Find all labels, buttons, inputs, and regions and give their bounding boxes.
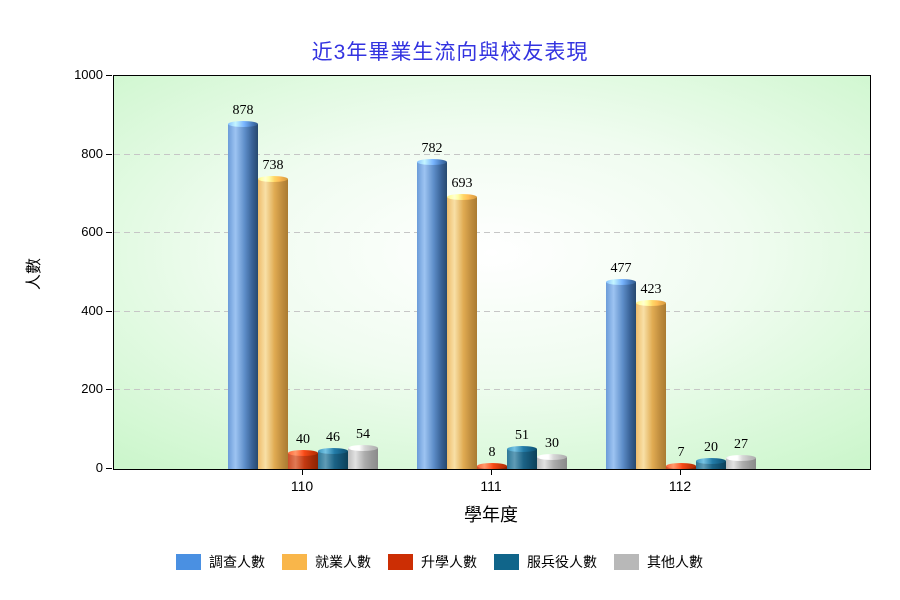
y-tick-mark-1000 [106,75,112,76]
x-tick-label-110: 110 [290,478,314,494]
legend-swatch-升學人數 [388,554,413,570]
y-tick-label-1000: 1000 [74,67,103,82]
value-label-調查人數-110: 878 [232,102,254,118]
value-label-其他人數-110: 54 [356,426,370,442]
bar-其他人數-110 [348,447,378,469]
bar-其他人數-112 [726,458,756,469]
gridline-200 [114,389,870,391]
x-tick-mark-111 [491,469,492,475]
value-label-調查人數-112: 477 [610,260,632,276]
legend: 調查人數 就業人數 升學人數 服兵役人數 其他人數 [176,552,703,572]
value-label-調查人數-111: 782 [421,140,443,156]
legend-item-其他人數: 其他人數 [614,552,703,572]
y-tick-label-800: 800 [81,145,103,161]
legend-swatch-調查人數 [176,554,201,570]
value-label-服兵役人數-112: 20 [704,440,718,456]
x-tick-label-111: 111 [480,478,502,494]
legend-swatch-其他人數 [614,554,639,570]
value-label-升學人數-112: 7 [677,445,685,461]
bar-調查人數-111 [417,161,447,469]
legend-label-其他人數: 其他人數 [647,554,703,570]
x-tick-mark-110 [302,469,303,475]
value-label-服兵役人數-111: 51 [515,427,529,443]
bar-就業人數-112 [636,302,666,469]
y-tick-label-0: 0 [95,460,103,475]
bar-服兵役人數-111 [507,448,537,469]
value-label-其他人數-112: 27 [734,437,748,453]
y-tick-mark-600 [106,232,112,234]
bar-調查人數-112 [606,281,636,469]
x-tick-label-112: 112 [668,478,692,494]
gridline-800 [114,153,870,155]
bar-就業人數-110 [258,178,288,469]
legend-item-服兵役人數: 服兵役人數 [494,552,597,572]
bar-升學人數-112 [666,466,696,469]
x-axis-title: 學年度 [464,505,518,525]
bar-服兵役人數-112 [696,461,726,469]
legend-label-升學人數: 升學人數 [421,554,477,570]
bar-其他人數-111 [537,457,567,469]
chart-title: 近3年畢業生流向與校友表現 [311,41,589,64]
legend-item-就業人數: 就業人數 [282,552,371,572]
bar-服兵役人數-110 [318,450,348,469]
legend-label-調查人數: 調查人數 [209,554,265,570]
legend-label-就業人數: 就業人數 [315,554,371,570]
value-label-升學人數-110: 40 [296,432,310,448]
value-label-就業人數-110: 738 [262,157,284,173]
y-tick-label-400: 400 [81,302,103,318]
y-tick-label-200: 200 [81,381,103,397]
value-label-其他人數-111: 30 [545,436,559,452]
y-axis-title: 人數 [26,257,44,291]
bar-升學人數-111 [477,465,507,469]
y-tick-mark-0 [106,468,112,469]
gridline-400 [114,310,870,312]
y-tick-label-600: 600 [81,224,103,240]
gridline-600 [114,232,870,234]
value-label-就業人數-112: 423 [640,281,662,297]
legend-item-升學人數: 升學人數 [388,552,477,572]
legend-label-服兵役人數: 服兵役人數 [527,554,597,570]
y-tick-mark-800 [106,153,112,155]
value-label-就業人數-111: 693 [451,175,473,191]
bar-調查人數-110 [228,123,258,469]
legend-swatch-就業人數 [282,554,307,570]
plot-area: 878 738 40 46 54 782 693 8 51 30 477 423 7 20 27 [113,75,871,470]
legend-swatch-服兵役人數 [494,554,519,570]
value-label-服兵役人數-110: 46 [326,429,340,445]
bar-升學人數-110 [288,453,318,469]
legend-item-調查人數: 調查人數 [176,552,265,572]
value-label-升學人數-111: 8 [488,444,496,460]
x-tick-mark-112 [680,469,681,475]
bar-就業人數-111 [447,196,477,469]
y-tick-mark-200 [106,389,112,391]
y-tick-mark-400 [106,310,112,312]
